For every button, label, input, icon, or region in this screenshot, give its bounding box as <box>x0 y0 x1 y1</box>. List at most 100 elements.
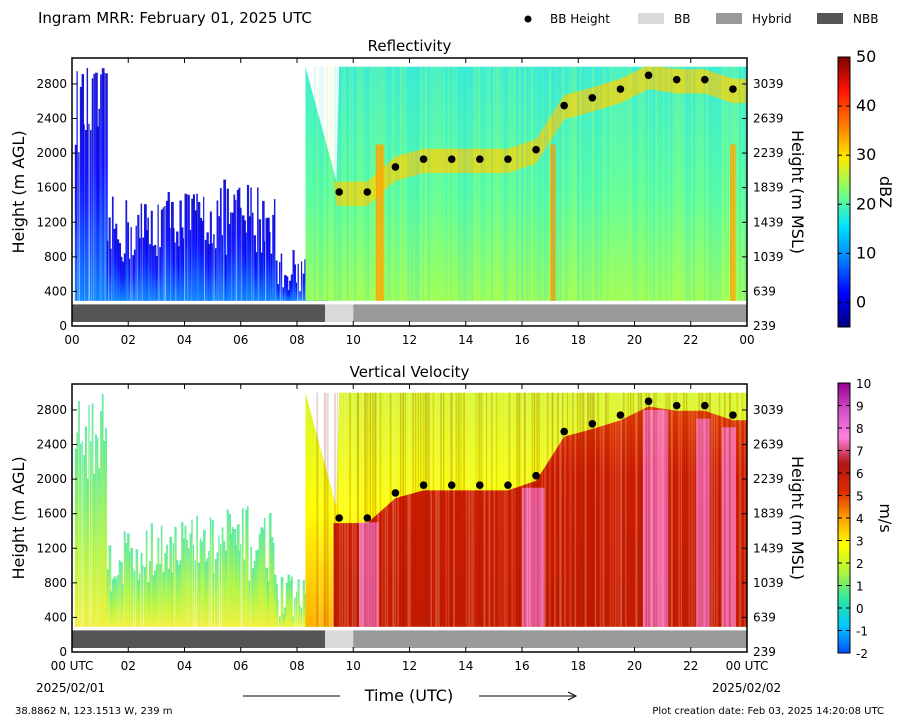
cbar-tick-label: 2 <box>856 557 864 571</box>
legend-swatch <box>716 13 742 24</box>
bb-height-point <box>560 427 568 436</box>
bb-height-point <box>447 481 456 489</box>
bb-type-segment <box>72 630 326 648</box>
bb-height-point <box>363 514 372 522</box>
creation-date-label: Plot creation date: Feb 03, 2025 14:20:0… <box>652 706 884 717</box>
legend-item: BB Height <box>524 12 610 26</box>
legend-label: BB <box>674 12 690 26</box>
bb-height-point <box>672 75 681 84</box>
velocity-axes: 00 UTC 02 04 06 08 10 12 14 16 18 20 22 00 UTC040080… <box>9 377 895 673</box>
legend-swatch <box>817 13 843 24</box>
y-tick-label: 400 <box>44 284 67 298</box>
fast-fall-region <box>642 409 669 627</box>
y-tick-label: 800 <box>44 250 67 264</box>
x-tick-label: 00 <box>64 333 79 347</box>
rain-shaft <box>550 144 556 301</box>
bb-height-point <box>729 85 737 93</box>
velocity-panel: Vertical Velocity 00 UTC 02 04 06 08 10 12 14 16… <box>9 363 895 673</box>
x-tick-label: 16 <box>514 333 529 347</box>
bb-type-segment <box>325 630 354 648</box>
y-tick-label: 2800 <box>36 403 67 417</box>
y-tick-label: 1600 <box>36 181 67 195</box>
reflectivity-panel: Reflectivity 00 02 04 06 08 10 12 14 16 18 20 22 000… <box>9 37 895 347</box>
bb-height-point <box>476 481 484 489</box>
y-tick-label: 1600 <box>36 507 67 521</box>
x-tick-label: 00 UTC <box>51 659 94 673</box>
arrow-head-icon <box>567 691 578 701</box>
rain-shaft <box>375 144 385 301</box>
cbar-tick-label: 9 <box>856 400 864 414</box>
bb-height-point <box>532 471 540 480</box>
y-axis-label: Height (m AGL) <box>9 456 28 579</box>
x-tick-label: 04 <box>177 659 192 673</box>
cbar-tick-label: 0 <box>856 292 866 311</box>
bb-height-point <box>588 419 597 428</box>
y-tick-label: 1200 <box>36 215 67 229</box>
x-tick-label: 22 <box>683 659 698 673</box>
bb-type-segment <box>72 304 326 322</box>
bb-height-point <box>672 401 681 410</box>
x-tick-label: 20 <box>627 659 642 673</box>
y-tick-label: 0 <box>59 319 67 333</box>
cbar-tick-label: 6 <box>856 467 864 481</box>
x-tick-label: 08 <box>289 659 304 673</box>
bb-height-point <box>419 481 428 489</box>
legend-label: Hybrid <box>752 12 792 26</box>
start-date-label: 2025/02/01 <box>36 681 105 695</box>
bb-height-point <box>391 163 400 171</box>
x-tick-label: 20 <box>627 333 642 347</box>
bb-type-segment <box>353 304 747 322</box>
header-legend: BB Height BB Hybrid NBB <box>524 12 878 26</box>
x-tick-label: 00 <box>739 333 754 347</box>
x-tick-label: 06 <box>233 333 248 347</box>
cbar-tick-label: 20 <box>856 194 876 213</box>
y2-axis-label: Height (m MSL) <box>788 456 807 580</box>
bb-type-segment <box>353 630 747 648</box>
precip-body <box>305 66 747 301</box>
reflectivity-field <box>72 66 747 322</box>
bb-height-point <box>644 71 653 80</box>
cbar-tick-label: 0 <box>856 602 864 616</box>
y2-tick-label: 239 <box>753 319 776 333</box>
colorbar <box>837 56 851 328</box>
cbar-tick-label: 3 <box>856 535 864 549</box>
echo-field <box>74 66 747 301</box>
colorbar-label: m/s <box>876 503 895 532</box>
fast-fall-region <box>358 522 379 627</box>
bb-height-point <box>476 155 484 163</box>
x-tick-label: 14 <box>458 659 473 673</box>
bb-height-point <box>335 514 343 522</box>
bb-height-point <box>701 75 709 84</box>
x-tick-label: 12 <box>402 333 417 347</box>
bb-height-point <box>560 101 568 110</box>
y-tick-label: 2800 <box>36 77 67 91</box>
y2-tick-label: 2239 <box>753 146 784 160</box>
x-tick-label: 12 <box>402 659 417 673</box>
y2-tick-label: 639 <box>753 284 776 298</box>
y2-tick-label: 239 <box>753 645 776 659</box>
cbar-tick-label: 8 <box>856 422 864 436</box>
bb-type-segment <box>325 304 354 322</box>
y2-tick-label: 2239 <box>753 472 784 486</box>
y-axis-label: Height (m AGL) <box>9 130 28 253</box>
location-label: 38.8862 N, 123.1513 W, 239 m <box>15 706 173 717</box>
x-tick-label: 10 <box>346 659 361 673</box>
legend-label: BB Height <box>550 12 610 26</box>
y-tick-label: 2400 <box>36 438 67 452</box>
fast-fall-region <box>696 418 711 627</box>
rain-shaft <box>730 144 736 301</box>
cbar-tick-label: -2 <box>856 647 868 661</box>
y-tick-label: 2400 <box>36 112 67 126</box>
bb-height-point <box>504 155 512 163</box>
cbar-tick-label: 1 <box>856 580 864 594</box>
legend-item: Hybrid <box>716 12 792 26</box>
velocity-field <box>72 392 747 648</box>
y2-tick-label: 639 <box>753 610 776 624</box>
cbar-tick-label: 40 <box>856 96 876 115</box>
bb-height-point <box>447 155 456 163</box>
y-tick-label: 800 <box>44 576 67 590</box>
bb-height-point <box>729 411 737 419</box>
bb-height-point <box>335 188 343 196</box>
y2-tick-label: 1839 <box>753 181 784 195</box>
